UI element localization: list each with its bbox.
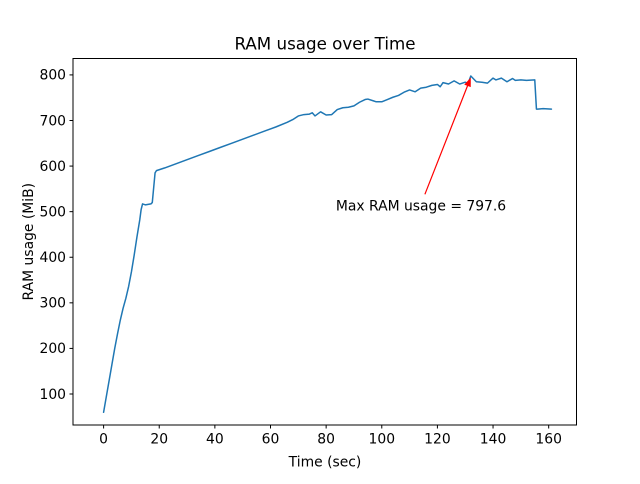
x-tick-label: 40 bbox=[206, 432, 224, 448]
y-tick-label: 400 bbox=[39, 250, 66, 266]
plot-border bbox=[72, 58, 577, 426]
y-tick-label: 300 bbox=[39, 296, 66, 312]
chart-title: RAM usage over Time bbox=[234, 34, 415, 54]
annotation-arrowhead bbox=[464, 77, 471, 88]
x-tick-label: 160 bbox=[535, 432, 562, 448]
y-tick-label: 800 bbox=[39, 68, 66, 84]
x-tick-label: 0 bbox=[99, 432, 108, 448]
y-tick-label: 200 bbox=[39, 341, 66, 357]
y-tick-label: 600 bbox=[39, 159, 66, 175]
x-axis-label: Time (sec) bbox=[288, 455, 362, 471]
x-tick-label: 20 bbox=[150, 432, 168, 448]
x-tick-label: 80 bbox=[317, 432, 335, 448]
y-tick-label: 700 bbox=[39, 113, 66, 129]
annotation-arrow-layer bbox=[424, 77, 471, 195]
x-tick-label: 100 bbox=[369, 432, 396, 448]
y-axis-label: RAM usage (MiB) bbox=[21, 183, 37, 301]
data-series-layer bbox=[102, 75, 553, 413]
y-tick-label: 100 bbox=[39, 387, 66, 403]
y-tick-label: 500 bbox=[39, 204, 66, 220]
x-tick-label: 120 bbox=[424, 432, 451, 448]
axis-ticks: 0 20 40 60 80 100 120 140 160 100 200 300 400 500 600 7… bbox=[39, 68, 561, 448]
max-annotation-text: Max RAM usage = 797.6 bbox=[336, 199, 506, 215]
ram-usage-line bbox=[102, 75, 553, 413]
annotation-arrow-line bbox=[424, 82, 470, 195]
x-tick-label: 60 bbox=[262, 432, 280, 448]
x-tick-label: 140 bbox=[480, 432, 507, 448]
